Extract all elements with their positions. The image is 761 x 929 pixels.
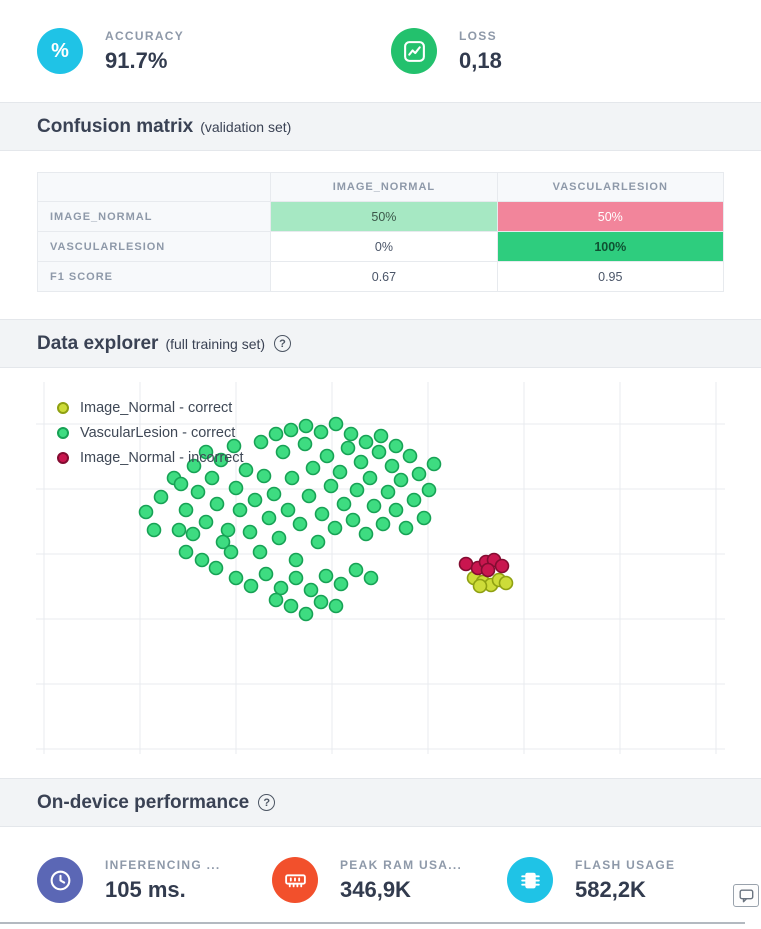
summary-metrics-card: % ACCURACY 91.7% LOSS 0,18 [0,0,761,103]
chip-icon [507,857,553,903]
legend-dot-image-normal-correct-icon [57,402,69,414]
corner-cell [36,172,272,202]
flash-usage-metric: FLASH USAGE 582,2K [507,857,742,903]
matrix-cell: 0.67 [270,261,498,292]
table-header-row: IMAGE_NORMAL VASCULARLESION [36,172,725,202]
help-icon[interactable]: ? [274,335,292,352]
peak-ram-metric: PEAK RAM USA... 346,9K [272,857,507,903]
legend-dot-image-normal-incorrect-icon [57,452,69,464]
table-row: VASCULARLESION 0% 100% [36,231,725,262]
table-row: F1 SCORE 0.67 0.95 [36,261,725,292]
flash-usage-label: FLASH USAGE [575,857,676,872]
col-header-image-normal: IMAGE_NORMAL [270,172,498,202]
peak-ram-value: 346,9K [340,876,411,902]
on-device-performance-card: INFERENCING ... 105 ms. PEAK RAM USA... … [0,826,761,929]
data-explorer-subtitle: (full training set) [165,335,266,352]
legend-item-image-normal-incorrect: Image_Normal - incorrect [57,450,244,466]
data-explorer-title: Data explorer [37,332,159,354]
row-label: IMAGE_NORMAL [36,201,272,232]
feedback-button[interactable] [733,884,759,907]
legend-item-image-normal-correct: Image_Normal - correct [57,400,244,416]
loss-value: 0,18 [459,47,502,73]
inferencing-time-metric: INFERENCING ... 105 ms. [37,857,272,903]
help-icon[interactable]: ? [258,794,276,811]
chat-icon [739,889,753,902]
row-label: VASCULARLESION [36,231,272,262]
flash-usage-value: 582,2K [575,876,646,902]
matrix-cell: 50% [496,201,725,232]
col-header-vascularlesion: VASCULARLESION [496,172,725,202]
legend-label: VascularLesion - correct [80,425,236,441]
matrix-cell: 50% [270,201,498,232]
row-label: F1 SCORE [36,261,272,292]
accuracy-metric: % ACCURACY 91.7% [37,28,391,74]
table-row: IMAGE_NORMAL 50% 50% [36,201,725,232]
loss-label: LOSS [459,28,497,43]
legend-dot-vascularlesion-correct-icon [57,427,69,439]
legend-item-vascularlesion-correct: VascularLesion - correct [57,425,244,441]
legend-label: Image_Normal - incorrect [80,450,244,466]
inferencing-time-label: INFERENCING ... [105,857,221,872]
clock-icon [37,857,83,903]
scatter-plot[interactable] [36,382,725,754]
accuracy-label: ACCURACY [105,28,185,43]
accuracy-value: 91.7% [105,47,168,73]
confusion-matrix-table: IMAGE_NORMAL VASCULARLESION IMAGE_NORMAL… [36,172,725,292]
data-explorer-card: Image_Normal - correct VascularLesion - … [0,367,761,779]
confusion-matrix-header: Confusion matrix (validation set) [0,103,761,150]
confusion-matrix-card: IMAGE_NORMAL VASCULARLESION IMAGE_NORMAL… [0,150,761,320]
confusion-matrix-subtitle: (validation set) [200,118,292,135]
peak-ram-label: PEAK RAM USA... [340,857,463,872]
viewport-bottom-edge [0,922,745,924]
loss-metric: LOSS 0,18 [391,28,745,74]
on-device-performance-title: On-device performance [37,791,250,813]
inferencing-time-value: 105 ms. [105,876,186,902]
line-chart-icon [391,28,437,74]
data-explorer-header: Data explorer (full training set) ? [0,320,761,367]
confusion-matrix-title: Confusion matrix [37,115,194,137]
scatter-legend: Image_Normal - correct VascularLesion - … [57,400,244,475]
matrix-cell: 0% [270,231,498,262]
matrix-cell: 0.95 [496,261,725,292]
on-device-performance-header: On-device performance ? [0,779,761,826]
matrix-cell: 100% [496,231,725,262]
percent-icon: % [37,28,83,74]
ram-icon [272,857,318,903]
legend-label: Image_Normal - correct [80,400,233,416]
